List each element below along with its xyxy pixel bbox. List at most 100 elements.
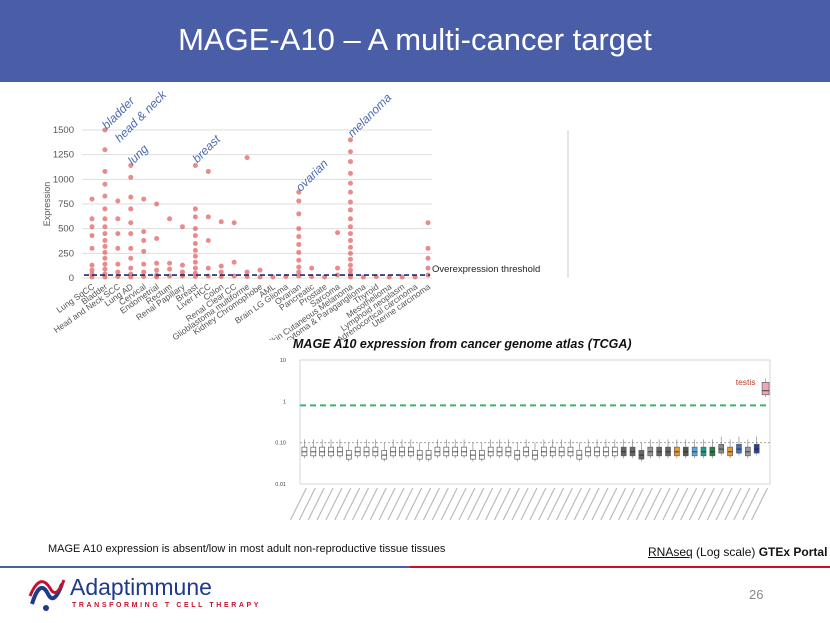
y-tick-label: 0.10 xyxy=(275,441,286,447)
gtex-source-note: RNAseq (Log scale) GTEx Portal xyxy=(648,545,827,559)
y-tick-label: 250 xyxy=(58,248,74,259)
data-point xyxy=(128,163,134,169)
data-point xyxy=(192,240,198,246)
tissue-label-placeholder xyxy=(511,487,529,521)
data-point xyxy=(102,224,108,230)
data-point xyxy=(141,269,147,275)
data-point xyxy=(347,149,353,155)
data-point xyxy=(205,168,211,174)
data-point xyxy=(192,233,198,239)
threshold-label: Overexpression threshold xyxy=(432,264,540,275)
data-point xyxy=(347,267,353,273)
tissue-label-placeholder xyxy=(688,487,707,521)
log-scale-label: (Log scale) xyxy=(692,545,759,559)
data-point xyxy=(128,194,134,200)
data-point xyxy=(89,224,95,230)
tissue-label-placeholder xyxy=(520,487,538,521)
tissue-label-placeholder xyxy=(387,487,405,521)
data-point xyxy=(347,199,353,205)
data-point xyxy=(167,260,173,266)
data-point xyxy=(128,206,134,212)
data-point xyxy=(115,245,121,251)
data-point xyxy=(102,147,108,153)
data-point xyxy=(296,249,302,255)
y-tick-label: 1500 xyxy=(53,125,74,136)
data-point xyxy=(347,159,353,165)
box xyxy=(761,382,770,396)
y-tick-label: 10 xyxy=(280,358,286,364)
data-point xyxy=(205,214,211,220)
data-point xyxy=(141,238,147,244)
tissue-label-placeholder xyxy=(538,487,556,521)
data-point xyxy=(296,241,302,247)
data-point xyxy=(192,253,198,259)
data-point xyxy=(141,248,147,254)
data-point xyxy=(347,216,353,222)
tissue-label-placeholder xyxy=(502,487,520,521)
data-point xyxy=(89,262,95,268)
tissue-label-placeholder xyxy=(724,487,742,521)
tissue-label-placeholder xyxy=(343,487,361,521)
data-point xyxy=(347,189,353,195)
tissue-label-placeholder xyxy=(715,487,733,521)
tissue-label-placeholder xyxy=(458,487,476,521)
data-point xyxy=(218,219,224,225)
slide-header: MAGE-A10 – A multi-cancer target xyxy=(0,0,830,82)
tissue-label-placeholder xyxy=(529,487,547,521)
tissue-label-placeholder xyxy=(414,487,432,521)
y-tick-label: 0.01 xyxy=(275,482,286,488)
adaptimmune-logo: Adaptimmune TRANSFORMING T CELL THERAPY xyxy=(26,572,286,616)
data-point xyxy=(218,269,224,275)
data-point xyxy=(218,263,224,269)
tissue-label-placeholder xyxy=(706,487,724,521)
data-point xyxy=(89,245,95,251)
data-point xyxy=(102,266,108,272)
tissue-label-placeholder xyxy=(422,487,440,521)
y-tick-label: 0 xyxy=(69,273,74,284)
data-point xyxy=(347,262,353,268)
tissue-label-placeholder xyxy=(591,487,609,521)
data-point xyxy=(231,259,237,265)
adaptimmune-logo-icon xyxy=(28,579,66,611)
cancer-annotation: lung xyxy=(125,141,151,167)
tissue-label-placeholder xyxy=(644,487,662,521)
data-point xyxy=(89,233,95,239)
tissue-label-placeholder xyxy=(351,487,370,521)
data-point xyxy=(296,234,302,240)
data-point xyxy=(102,127,108,133)
tcga-caption: MAGE A10 expression from cancer genome a… xyxy=(293,337,632,351)
tissue-label-placeholder xyxy=(600,487,618,521)
data-point xyxy=(154,236,160,242)
data-point xyxy=(102,231,108,237)
tissue-label-placeholder xyxy=(742,487,760,521)
tissue-label-placeholder xyxy=(378,487,396,521)
data-point xyxy=(115,216,121,222)
data-point xyxy=(192,226,198,232)
logo-name: Adaptimmune xyxy=(70,574,212,600)
data-point xyxy=(179,262,185,268)
cancer-annotation: ovarian xyxy=(293,156,331,194)
data-point xyxy=(89,216,95,222)
data-point xyxy=(425,220,431,226)
gtex-portal-label: GTEx Portal xyxy=(758,545,828,559)
data-point xyxy=(115,269,121,275)
tissue-label-placeholder xyxy=(751,487,769,521)
data-point xyxy=(102,193,108,199)
cancer-annotation: breast xyxy=(190,132,224,166)
tissue-label-placeholder xyxy=(635,487,653,521)
data-point xyxy=(309,265,315,271)
data-point xyxy=(244,155,250,161)
tissue-label-placeholder xyxy=(484,487,503,521)
data-point xyxy=(244,269,250,275)
data-point xyxy=(231,220,237,226)
data-point xyxy=(141,196,147,202)
tissue-label-placeholder xyxy=(493,487,511,521)
footer-divider-left xyxy=(0,566,410,568)
data-point xyxy=(192,214,198,220)
data-point xyxy=(347,244,353,250)
data-point xyxy=(128,255,134,261)
tissue-label-placeholder xyxy=(573,487,591,521)
tissue-label-placeholder xyxy=(325,487,343,521)
plot-frame xyxy=(299,359,771,485)
data-point xyxy=(167,266,173,272)
